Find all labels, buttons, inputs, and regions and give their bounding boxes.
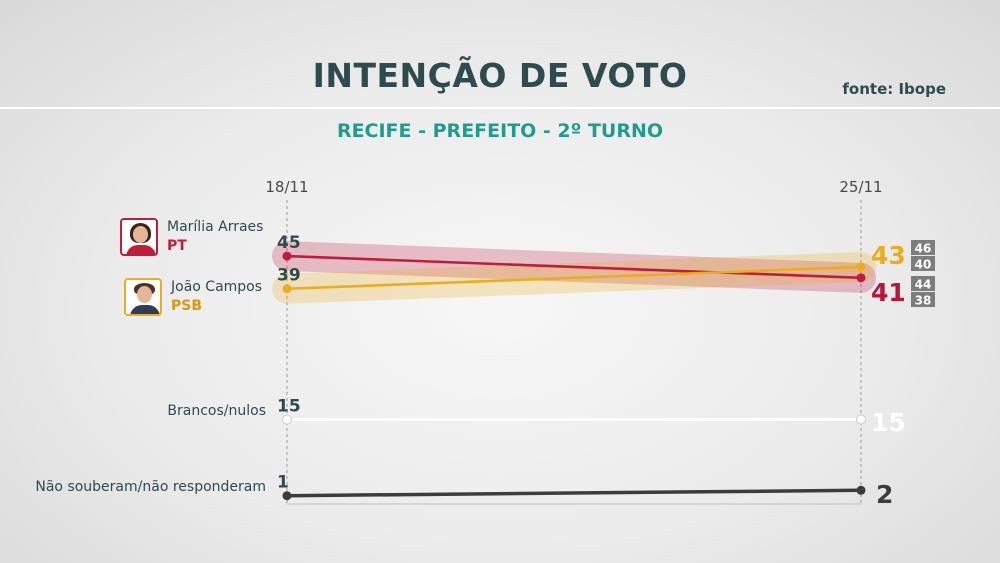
candidate-party: PT: [167, 238, 187, 254]
series-line: [286, 265, 862, 291]
x-tick-label: 18/11: [265, 178, 308, 196]
data-point: [856, 485, 866, 495]
candidate-party: PSB: [171, 298, 203, 314]
data-point: [856, 414, 866, 425]
chart-subtitle: RECIFE - PREFEITO - 2º TURNO: [336, 120, 664, 142]
margin-box: [911, 292, 935, 307]
candidate-name: João Campos: [171, 279, 263, 295]
man-portrait-icon: [124, 278, 162, 316]
candidate-name: Marília Arraes: [167, 219, 264, 235]
data-point: [282, 284, 292, 294]
data-label-end: 43: [871, 241, 906, 270]
margin-box: [911, 276, 935, 291]
margin-label: 44: [915, 278, 932, 292]
source-label: fonte: Ibope: [842, 80, 946, 98]
row-label-nao-souberam: Não souberam/não responderam: [35, 479, 266, 495]
data-label-start: 45: [277, 233, 301, 253]
series-line: [286, 488, 862, 498]
data-point: [856, 262, 866, 272]
data-label-start: 39: [277, 266, 301, 286]
row-label-brancos-nulos: Brancos/nulos: [167, 403, 266, 419]
margin-box: [911, 256, 935, 271]
margin-label: 40: [915, 258, 932, 272]
data-point: [282, 251, 292, 261]
data-label-end: 15: [871, 408, 906, 437]
x-tick-label: 25/11: [839, 178, 882, 196]
candidate-legend-marilia: Marília Arraes PT: [120, 218, 263, 256]
data-label-start: 15: [277, 396, 301, 416]
data-point: [856, 273, 866, 283]
page-title: INTENÇÃO DE VOTO: [312, 56, 688, 95]
data-label-end: 2: [876, 480, 893, 509]
data-label-start: 1: [277, 473, 289, 493]
margin-box: [911, 240, 935, 255]
candidate-legend-joao: João Campos PSB: [124, 278, 262, 316]
data-point: [282, 491, 292, 501]
woman-portrait-icon: [120, 218, 158, 256]
title-divider: [0, 107, 1000, 109]
data-point: [282, 414, 292, 425]
data-label-end: 41: [871, 278, 906, 307]
margin-label: 46: [915, 242, 932, 256]
margin-label: 38: [915, 294, 932, 308]
series-line: [286, 254, 862, 280]
